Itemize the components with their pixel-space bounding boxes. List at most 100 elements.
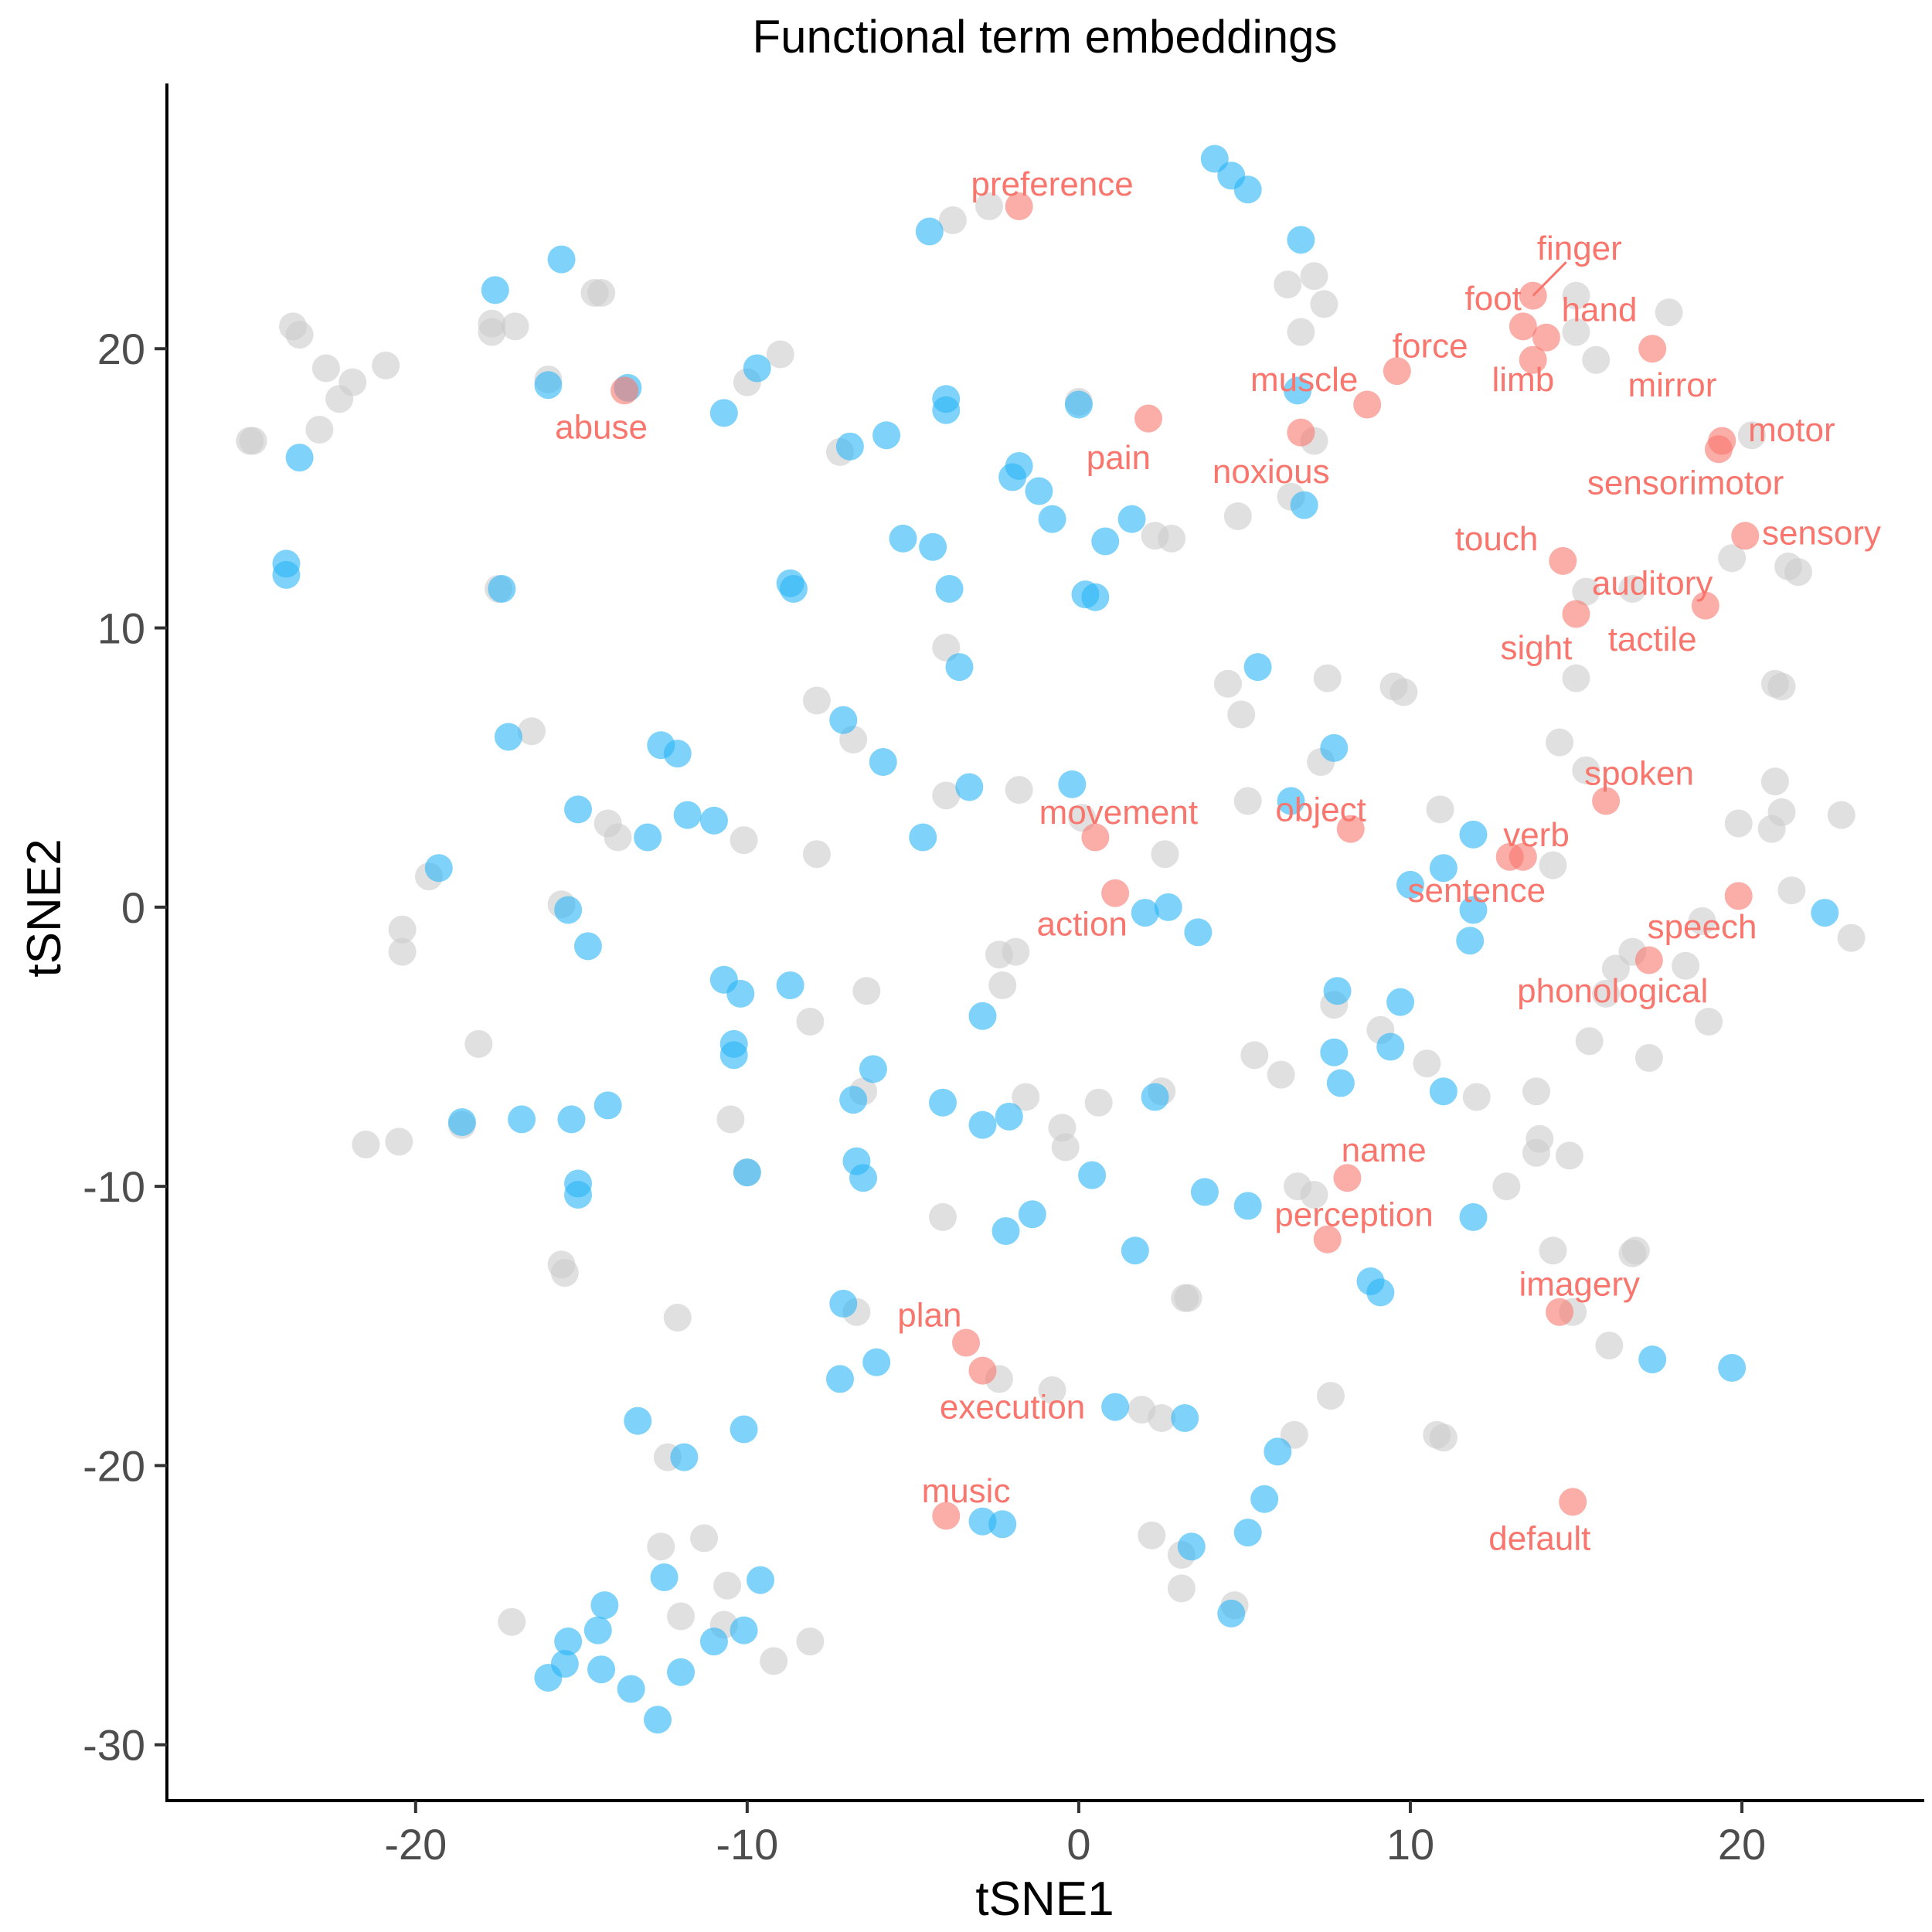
gray-point: [1287, 318, 1315, 346]
blue-point: [699, 1628, 728, 1656]
red-point: [1519, 345, 1547, 374]
red-point: [1509, 312, 1537, 341]
blue-point: [650, 1563, 679, 1591]
blue-point: [583, 1616, 612, 1645]
blue-point: [587, 1655, 616, 1684]
blue-point: [779, 574, 808, 603]
gray-point: [713, 1571, 742, 1600]
blue-point: [835, 432, 864, 461]
chart-title: Functional term embeddings: [752, 11, 1337, 63]
blue-point: [1250, 1485, 1279, 1513]
red-point: [1731, 522, 1760, 550]
blue-point: [481, 276, 509, 304]
gray-point: [938, 206, 967, 235]
gray-point: [501, 312, 529, 341]
gray-point: [1138, 1521, 1166, 1549]
blue-point: [709, 399, 738, 427]
gray-point: [766, 340, 794, 369]
gray-point: [1621, 1236, 1650, 1265]
blue-point: [508, 1105, 536, 1134]
gray-point: [1562, 664, 1590, 692]
gray-point: [587, 278, 616, 307]
blue-point: [1459, 1202, 1488, 1231]
x-tick-label: 10: [1386, 1820, 1434, 1869]
leader-lines: [1532, 261, 1567, 297]
red-point: [1005, 192, 1033, 220]
blue-point: [1154, 893, 1182, 921]
gray-point: [478, 309, 506, 338]
gray-point: [1582, 345, 1611, 374]
blue-point: [1429, 854, 1458, 883]
blue-point: [1091, 527, 1120, 556]
point-label: limb: [1492, 361, 1554, 399]
blue-point: [1459, 896, 1488, 924]
gray-point: [1005, 776, 1033, 804]
red-point: [1549, 546, 1577, 575]
blue-point: [730, 1616, 758, 1645]
point-label: finger: [1537, 230, 1622, 267]
gray-point: [1128, 1396, 1156, 1424]
blue-point: [825, 1365, 854, 1393]
blue-point: [285, 444, 314, 472]
gray-point: [1213, 669, 1242, 698]
blue-point: [1131, 899, 1159, 927]
blue-point: [1811, 899, 1839, 927]
blue-point: [915, 217, 944, 246]
blue-point: [554, 1628, 583, 1656]
point-label: plan: [897, 1296, 961, 1334]
gray-point: [1300, 1180, 1328, 1209]
point-label: sensorimotor: [1587, 464, 1784, 502]
gray-point: [1760, 767, 1789, 796]
blue-point: [743, 354, 771, 383]
gray-point: [1655, 298, 1683, 327]
blue-point: [1141, 1083, 1169, 1111]
red-point: [1638, 335, 1667, 363]
gray-point: [1413, 1049, 1441, 1078]
blue-point: [564, 1180, 593, 1209]
gray-point: [1068, 804, 1097, 832]
red-point: [1509, 842, 1537, 871]
blue-point: [447, 1108, 476, 1137]
gray-point: [1051, 1133, 1080, 1162]
red-point: [1313, 1225, 1342, 1253]
blue-point: [1277, 787, 1305, 815]
gray-point: [1167, 1574, 1196, 1603]
gray-point: [988, 971, 1017, 1000]
x-tick-label: -20: [384, 1820, 447, 1869]
blue-point: [1243, 653, 1272, 682]
gray-point: [1084, 1088, 1113, 1117]
red-point: [1592, 787, 1621, 815]
point-label: execution: [940, 1389, 1085, 1427]
blue-point: [1376, 1032, 1405, 1061]
blue-point: [889, 524, 917, 553]
blue-point: [719, 1041, 748, 1070]
x-axis-ticks: -20 -10 0 10 20: [384, 1801, 1766, 1869]
blue-point: [730, 1415, 758, 1444]
blue-point: [1171, 1404, 1199, 1433]
gray-point: [1002, 937, 1030, 966]
y-tick-label: -20: [83, 1441, 145, 1490]
blue-point: [829, 706, 858, 734]
gray-point: [1737, 421, 1766, 450]
blue-point: [644, 1706, 672, 1734]
blue-point: [617, 1675, 645, 1703]
blue-point: [1638, 1345, 1667, 1374]
point-label: motor: [1748, 411, 1835, 449]
point-label: sight: [1501, 629, 1573, 667]
blue-point: [1121, 1236, 1149, 1265]
gray-point: [311, 354, 340, 383]
point-label: force: [1393, 328, 1468, 366]
blue-point: [488, 574, 516, 603]
point-label: pain: [1087, 439, 1151, 477]
red-point: [932, 1502, 961, 1530]
x-tick-label: 0: [1066, 1820, 1090, 1869]
point-label: touch: [1455, 520, 1539, 558]
blue-point: [1117, 505, 1146, 533]
gray-point: [796, 1007, 825, 1036]
y-tick-label: 0: [121, 883, 145, 932]
gray-point: [239, 427, 267, 455]
blue-point: [534, 1664, 563, 1692]
gray-point: [1572, 577, 1600, 606]
gray-point: [1310, 290, 1338, 318]
blue-point: [776, 971, 804, 1000]
